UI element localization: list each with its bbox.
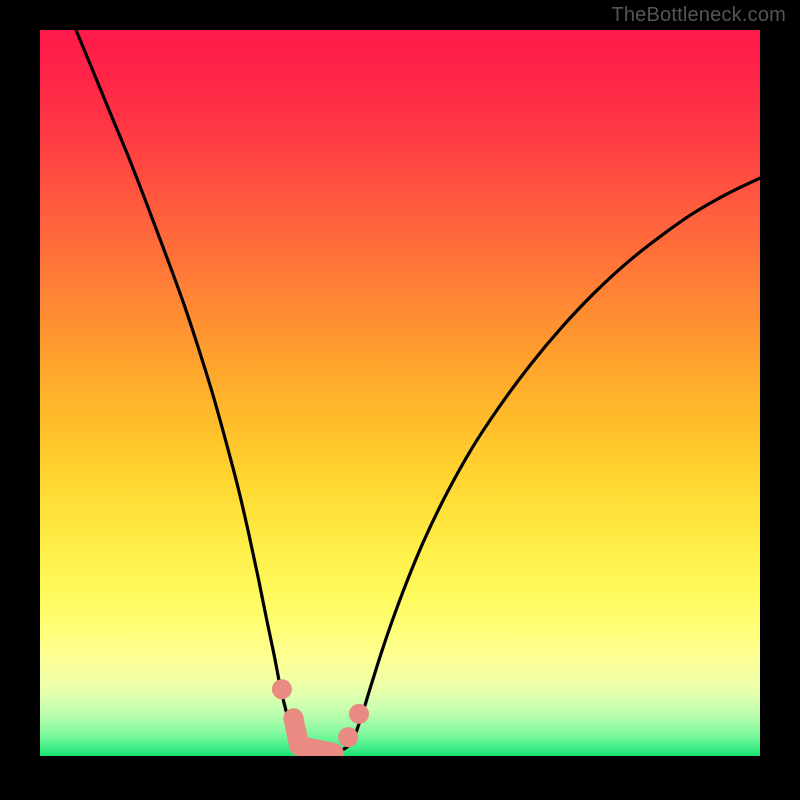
- bottleneck-curve-chart: [40, 30, 760, 756]
- marker-dot: [272, 679, 292, 699]
- chart-frame: TheBottleneck.com: [0, 0, 800, 800]
- heatmap-gradient-background: [40, 30, 760, 756]
- attribution-label: TheBottleneck.com: [611, 4, 786, 27]
- marker-segment: [299, 746, 334, 753]
- marker-dot: [338, 727, 358, 747]
- marker-dot: [349, 704, 369, 724]
- plot-area: [40, 30, 760, 756]
